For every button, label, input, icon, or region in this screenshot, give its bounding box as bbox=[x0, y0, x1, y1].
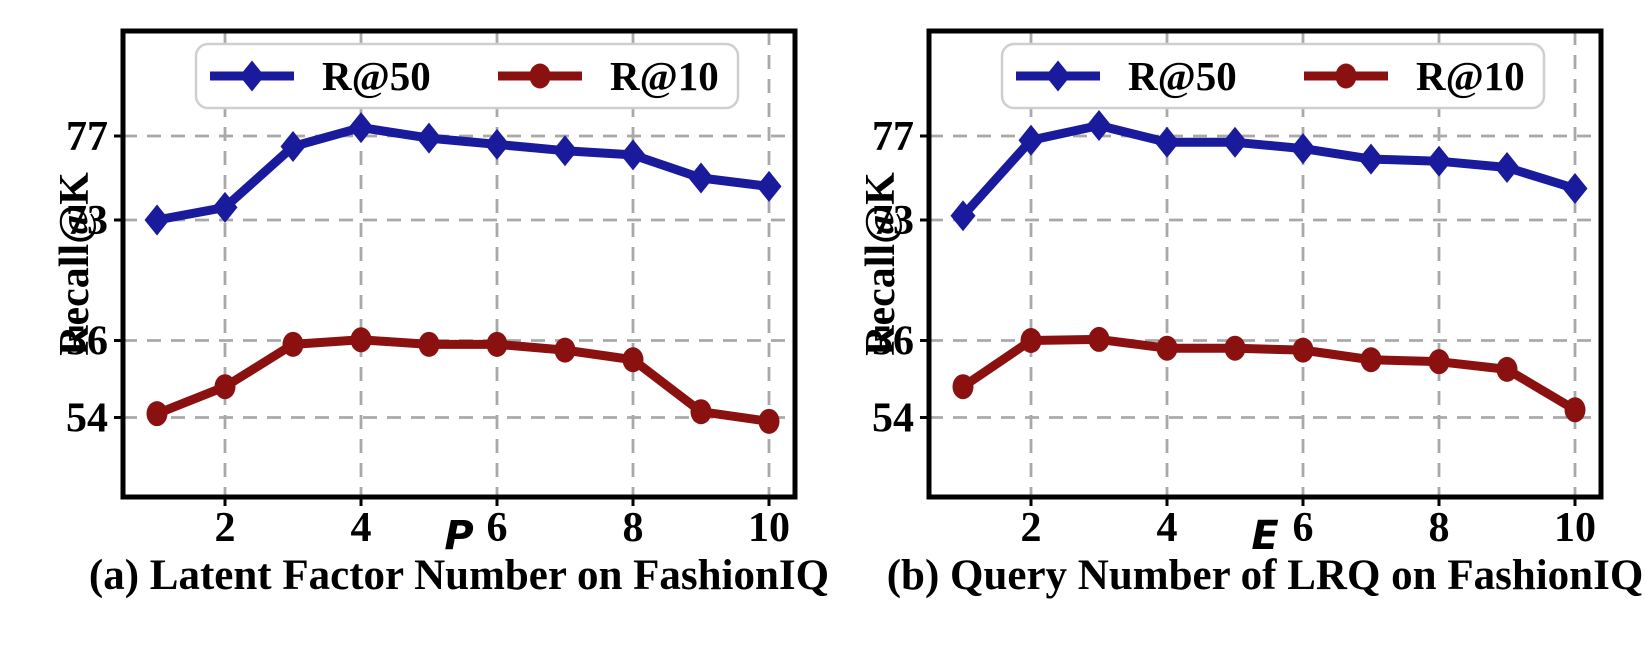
data-point-diamond bbox=[1426, 145, 1452, 177]
legend-box bbox=[1000, 42, 1546, 110]
legend-diamond-marker bbox=[1045, 60, 1071, 92]
data-point-circle bbox=[1020, 328, 1042, 353]
data-point-circle bbox=[418, 331, 440, 357]
legend-label: R@10 bbox=[1416, 53, 1525, 99]
y-tick-label: 77 bbox=[872, 114, 914, 160]
legend-label: R@50 bbox=[322, 53, 431, 99]
y-tick-label: 73 bbox=[66, 198, 108, 244]
y-tick-label: 77 bbox=[66, 114, 108, 160]
y-tick-label: 56 bbox=[872, 319, 914, 365]
series-line-r10 bbox=[152, 335, 774, 426]
series-line-r50 bbox=[152, 123, 774, 225]
data-point-diamond bbox=[1154, 126, 1180, 158]
data-point-circle bbox=[554, 337, 576, 363]
caption-a: (a) Latent Factor Number on FashionIQ bbox=[88, 552, 830, 599]
data-point-diamond bbox=[1494, 152, 1520, 183]
data-point-diamond bbox=[950, 200, 976, 232]
data-point-diamond bbox=[212, 191, 238, 223]
x-tick-label: 8 bbox=[1429, 505, 1450, 551]
data-point-diamond bbox=[144, 204, 170, 236]
data-point-circle bbox=[758, 408, 780, 434]
y-tick-label: 73 bbox=[872, 198, 914, 244]
data-point-circle bbox=[1292, 337, 1314, 363]
data-point-circle bbox=[1224, 335, 1246, 361]
data-point-diamond bbox=[1358, 143, 1384, 175]
plot-border bbox=[926, 28, 1604, 500]
legend-diamond-marker bbox=[239, 60, 265, 92]
data-point-diamond bbox=[1018, 124, 1044, 156]
data-point-diamond bbox=[552, 135, 578, 167]
x-axis-label-p: P bbox=[444, 513, 474, 559]
data-point-circle bbox=[1156, 335, 1178, 361]
y-tick-label: 56 bbox=[66, 319, 108, 365]
legend: R@50 R@10 bbox=[1000, 42, 1546, 110]
legend: R@50 R@10 bbox=[194, 42, 740, 110]
data-point-circle bbox=[486, 331, 508, 357]
data-point-circle bbox=[350, 327, 372, 353]
x-tick-label: 6 bbox=[487, 505, 508, 551]
x-axis-label-e: E bbox=[1251, 513, 1279, 559]
data-point-circle bbox=[1564, 397, 1586, 423]
y-tick-label: 54 bbox=[872, 396, 914, 442]
y-axis-label-right: Recall@K bbox=[858, 172, 904, 356]
x-tick-label: 2 bbox=[1021, 505, 1042, 551]
data-point-circle bbox=[690, 399, 712, 425]
data-point-diamond bbox=[1562, 173, 1588, 204]
series-line-r50 bbox=[958, 121, 1580, 221]
data-point-circle bbox=[146, 401, 168, 427]
data-point-circle bbox=[1088, 326, 1110, 352]
x-tick-label: 10 bbox=[1554, 505, 1596, 551]
data-point-diamond bbox=[756, 170, 782, 202]
data-point-diamond bbox=[1222, 126, 1248, 158]
x-tick-label: 8 bbox=[623, 505, 644, 551]
legend-circle-marker bbox=[1335, 63, 1357, 89]
x-tick-label: 10 bbox=[748, 505, 790, 551]
legend-label: R@10 bbox=[610, 53, 719, 99]
series-line-r10 bbox=[958, 334, 1580, 415]
y-axis-label-left: Recall@K bbox=[52, 172, 98, 356]
data-point-diamond bbox=[688, 162, 714, 194]
data-point-diamond bbox=[1290, 133, 1316, 165]
x-tick-label: 4 bbox=[1157, 505, 1178, 551]
legend-label: R@50 bbox=[1128, 53, 1237, 99]
legend-box bbox=[194, 42, 740, 110]
x-tick-label: 4 bbox=[351, 505, 372, 551]
x-tick-label: 6 bbox=[1293, 505, 1314, 551]
data-point-diamond bbox=[620, 139, 646, 171]
y-tick-label: 54 bbox=[66, 396, 108, 442]
data-point-circle bbox=[622, 347, 644, 373]
data-point-diamond bbox=[484, 128, 510, 160]
data-point-circle bbox=[952, 374, 974, 400]
caption-b: (b) Query Number of LRQ on FashionIQ bbox=[886, 552, 1644, 599]
data-point-circle bbox=[214, 374, 236, 400]
legend-circle-marker bbox=[529, 63, 551, 89]
x-tick-label: 2 bbox=[215, 505, 236, 551]
data-point-circle bbox=[1428, 349, 1450, 375]
data-point-circle bbox=[1360, 347, 1382, 373]
data-point-diamond bbox=[348, 112, 374, 144]
chart-b: 2 4 6 8 10 77 73 56 54 R@50 R@10 bbox=[872, 28, 1604, 551]
data-point-circle bbox=[282, 331, 304, 357]
chart-a: 2 4 6 8 10 77 73 56 54 R@50 R@10 bbox=[66, 28, 798, 551]
plot-border bbox=[120, 28, 798, 500]
data-point-diamond bbox=[416, 122, 442, 154]
data-point-circle bbox=[1496, 356, 1518, 382]
data-point-diamond bbox=[1086, 110, 1112, 141]
data-point-diamond bbox=[280, 131, 306, 162]
